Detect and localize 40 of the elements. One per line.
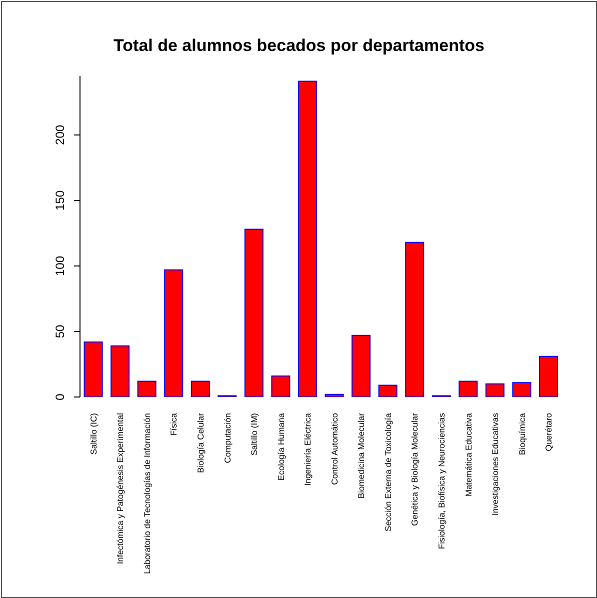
x-tick-label: Saltillo (IM) bbox=[249, 412, 260, 456]
y-tick-label: 0 bbox=[53, 393, 67, 400]
x-tick-label: Control Automático bbox=[329, 412, 340, 485]
bar bbox=[84, 341, 103, 397]
bar bbox=[512, 382, 532, 397]
bar bbox=[405, 242, 424, 397]
bar bbox=[458, 380, 478, 397]
x-tick-label: Laboratorio de Tecnologías de Información bbox=[142, 412, 152, 574]
bar bbox=[244, 228, 264, 397]
x-tick-label: Investigaciones Educativas bbox=[490, 413, 500, 516]
y-tick-label: 150 bbox=[53, 190, 67, 210]
y-tick-label: 100 bbox=[53, 256, 67, 276]
x-tick-label: Ecología Humana bbox=[276, 412, 286, 481]
x-tick-label: Sección Externa de Toxicología bbox=[382, 412, 393, 532]
x-tick-label: Matemática Educativa bbox=[463, 412, 474, 497]
bar bbox=[378, 384, 398, 397]
x-tick-label: Querétaro bbox=[544, 412, 554, 452]
x-tick-label: Fisiología, Biofísica y Neurociencias bbox=[436, 413, 446, 550]
x-tick-label: Bioquímica bbox=[516, 412, 527, 456]
x-tick-label: Biomedicina Molecular bbox=[356, 412, 366, 499]
bar bbox=[352, 334, 371, 397]
x-tick-label: Ingeniería Eléctrica bbox=[302, 412, 313, 486]
bar bbox=[271, 376, 290, 397]
y-tick-label: 200 bbox=[53, 124, 67, 145]
bar bbox=[539, 356, 558, 397]
x-tick-label: Computación bbox=[222, 412, 232, 464]
x-tick-label: Genética y Biología Molecular bbox=[410, 412, 420, 526]
bar bbox=[485, 383, 504, 397]
x-tick-label: Saltillo (IC) bbox=[88, 412, 98, 455]
bar bbox=[324, 394, 344, 397]
bar bbox=[110, 345, 130, 397]
bar bbox=[137, 380, 156, 397]
bar bbox=[298, 80, 318, 397]
x-tick-label: Física bbox=[168, 412, 179, 436]
x-tick-label: Infectómica y Patogénesis Experimental bbox=[115, 412, 126, 564]
bar bbox=[190, 380, 210, 397]
y-tick-label: 50 bbox=[53, 324, 67, 338]
bar bbox=[164, 269, 184, 397]
x-tick-label: Biología Celular bbox=[196, 412, 206, 474]
chart-title: Total de alumnos becados por departamentos bbox=[112, 36, 486, 56]
